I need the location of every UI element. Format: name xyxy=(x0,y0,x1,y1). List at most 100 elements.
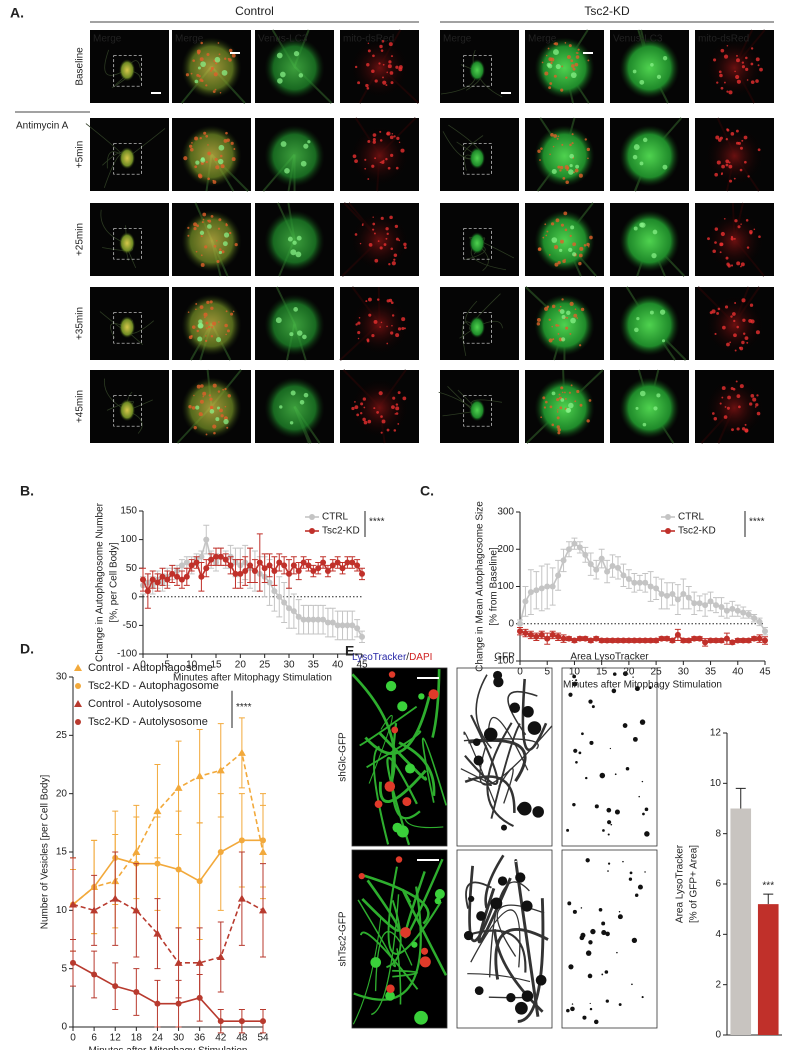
mito-dot xyxy=(389,135,394,140)
data-point xyxy=(718,637,725,644)
mito-dot xyxy=(587,59,590,62)
mito-dot xyxy=(541,61,544,64)
zoom-box xyxy=(113,55,142,87)
mito-dot xyxy=(713,416,718,421)
mito-dot xyxy=(556,425,560,429)
panel-label: B. xyxy=(20,483,34,499)
mito-dot xyxy=(225,310,228,313)
legend-marker xyxy=(665,514,671,520)
neurite xyxy=(361,879,400,932)
mito-dot xyxy=(395,406,400,411)
mito-dot xyxy=(548,318,551,321)
mito-dot xyxy=(229,231,232,235)
mito-dot xyxy=(574,62,579,67)
mito-dot xyxy=(556,398,560,402)
y-tick-label: 25 xyxy=(56,730,68,741)
mito-dot xyxy=(198,412,203,417)
mito-dot xyxy=(745,67,749,71)
image-bg xyxy=(561,849,658,1029)
data-point xyxy=(587,561,594,568)
blob xyxy=(631,983,633,986)
cell xyxy=(119,232,136,255)
blob xyxy=(631,937,638,944)
blob xyxy=(605,931,610,937)
mito-dot xyxy=(735,141,739,145)
mito-dot xyxy=(373,407,376,410)
y-tick-label: 150 xyxy=(120,506,137,517)
mito-dot xyxy=(393,135,396,138)
data-point xyxy=(593,635,600,642)
data-point xyxy=(729,605,736,612)
lc3-dot xyxy=(659,309,666,315)
mito-dot xyxy=(227,394,231,398)
mito-dot xyxy=(564,397,567,400)
data-point xyxy=(625,576,632,583)
mito-dot xyxy=(190,147,194,152)
mito-dot xyxy=(559,406,563,410)
blob xyxy=(614,809,620,815)
mito-dot xyxy=(547,47,550,50)
mito-dot xyxy=(735,129,739,133)
mito-dot xyxy=(755,330,760,335)
blob xyxy=(622,860,624,863)
y-tick-label: 50 xyxy=(126,563,138,574)
data-point xyxy=(320,559,327,566)
mito-dot xyxy=(740,262,745,267)
mito-dot xyxy=(716,81,719,84)
micrograph xyxy=(351,849,448,1029)
data-point xyxy=(713,602,719,609)
data-point xyxy=(527,589,534,596)
x-tick-label: 40 xyxy=(732,667,744,678)
mito-dot xyxy=(580,307,585,312)
mito-dot xyxy=(205,433,208,436)
mito-dot xyxy=(741,139,744,142)
data-point xyxy=(566,635,572,642)
neurite xyxy=(396,948,402,1005)
mito-dot xyxy=(559,305,562,308)
blob xyxy=(434,889,445,900)
micrograph xyxy=(255,286,334,361)
mito-dot xyxy=(354,159,358,163)
lc3-dot xyxy=(221,69,228,76)
mito-dot xyxy=(391,405,395,410)
lc3-dot xyxy=(215,417,220,422)
blob xyxy=(632,736,638,742)
data-point xyxy=(217,553,224,560)
blob xyxy=(483,727,498,742)
mito-dot xyxy=(564,391,566,394)
lc3-dot xyxy=(287,236,293,242)
column-header: mito-dsRed xyxy=(343,34,394,45)
blob xyxy=(587,973,593,979)
data-point xyxy=(144,588,151,595)
x-tick-label: 20 xyxy=(235,660,247,671)
data-point xyxy=(696,600,703,607)
series-line xyxy=(72,962,263,1022)
mito-dot xyxy=(730,237,734,241)
x-axis-label: Minutes after Mitophagy Stimulation xyxy=(173,673,332,684)
series-line xyxy=(72,897,264,964)
mito-dot xyxy=(385,84,388,87)
cell xyxy=(469,147,486,170)
data-point xyxy=(745,611,752,618)
mito-dot xyxy=(574,308,577,311)
mito-dot xyxy=(568,44,572,48)
mito-dot xyxy=(730,132,735,136)
data-point xyxy=(334,559,341,566)
neurite xyxy=(374,930,413,992)
data-point xyxy=(232,570,239,577)
micrograph xyxy=(561,667,658,847)
mito-dot xyxy=(219,408,223,413)
data-point xyxy=(227,562,234,569)
mito-dot xyxy=(542,396,546,400)
neurite xyxy=(475,674,493,749)
lc3-dot xyxy=(292,240,297,245)
header-part: DAPI xyxy=(409,652,432,663)
mito-dot xyxy=(364,158,367,161)
mito-dot xyxy=(570,384,573,387)
lc3-dot xyxy=(555,63,561,70)
mito-dot xyxy=(557,165,561,169)
data-point xyxy=(582,635,589,642)
lc3-dot xyxy=(303,392,309,398)
data-point xyxy=(339,622,346,629)
blob xyxy=(601,930,607,936)
